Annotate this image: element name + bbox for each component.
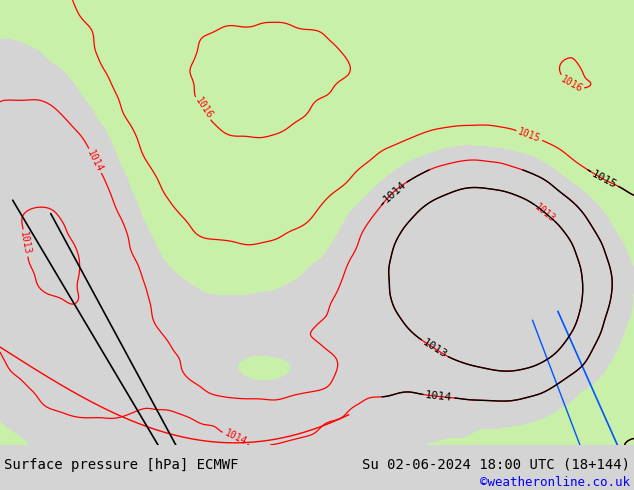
Text: 1013: 1013 (533, 201, 557, 224)
Text: 1015: 1015 (590, 169, 619, 190)
Text: 1013: 1013 (18, 231, 32, 255)
Text: 1014: 1014 (86, 148, 105, 173)
Text: 1014: 1014 (381, 179, 408, 204)
Text: 1013: 1013 (420, 337, 449, 360)
Text: Surface pressure [hPa] ECMWF: Surface pressure [hPa] ECMWF (4, 458, 238, 472)
Text: 1014: 1014 (425, 390, 453, 403)
Text: 1016: 1016 (193, 96, 214, 121)
Text: Su 02-06-2024 18:00 UTC (18+144): Su 02-06-2024 18:00 UTC (18+144) (362, 458, 630, 472)
Text: ©weatheronline.co.uk: ©weatheronline.co.uk (480, 476, 630, 489)
Text: 1015: 1015 (516, 127, 542, 145)
Text: 1016: 1016 (559, 74, 584, 94)
Text: 1014: 1014 (223, 428, 248, 447)
